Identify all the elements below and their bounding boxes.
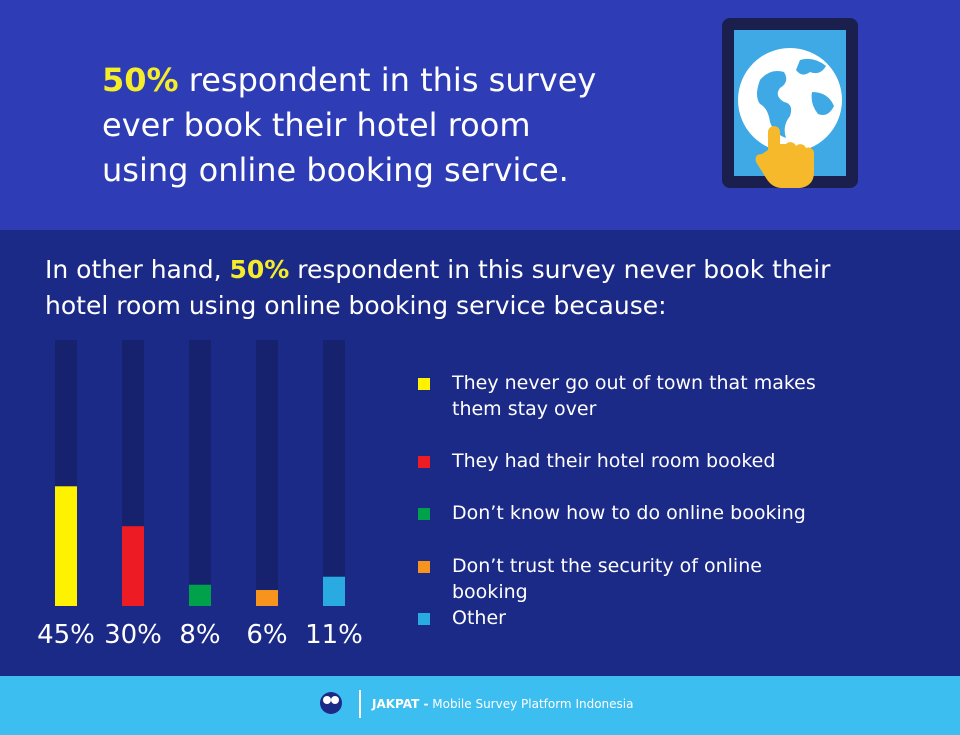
bar-track (189, 340, 211, 606)
footer-text: JAKPAT - Mobile Survey Platform Indonesi… (372, 697, 633, 711)
bar (122, 526, 144, 606)
legend-swatch (418, 508, 430, 520)
bar (55, 486, 77, 606)
headline-highlight: 50% (102, 61, 179, 99)
value-label: 8% (179, 620, 221, 650)
bar (323, 576, 345, 606)
value-label: 30% (104, 620, 162, 650)
headline-line: using online booking service. (102, 151, 569, 189)
value-label: 45% (37, 620, 95, 650)
legend-swatch (418, 561, 430, 573)
legend-swatch (418, 378, 430, 390)
value-label: 6% (246, 620, 288, 650)
chart-title: In other hand, 50% respondent in this su… (45, 252, 845, 324)
legend-swatch (418, 456, 430, 468)
legend-label: Don’t know how to do online booking (452, 502, 806, 524)
value-label: 11% (305, 620, 363, 650)
headline-line: respondent in this survey (188, 61, 597, 99)
legend-label: They had their hotel room booked (452, 450, 776, 472)
bar (256, 590, 278, 606)
legend-label: Don’t trust the security of online booki… (452, 555, 762, 603)
bar-track (323, 340, 345, 606)
legend-label: They never go out of town that makes the… (452, 372, 816, 420)
title-text: respondent in this survey never book the… (45, 255, 831, 320)
footer-band (0, 676, 960, 735)
footer-tagline: Mobile Survey Platform Indonesia (432, 697, 634, 711)
legend-label: Other (452, 607, 506, 629)
footer-brand: JAKPAT - (372, 697, 429, 711)
bar-track (256, 340, 278, 606)
footer-logo (320, 690, 361, 718)
bar (189, 584, 211, 606)
title-text: In other hand, (45, 255, 222, 284)
headline-line: ever book their hotel room (102, 106, 531, 144)
tablet-icon (722, 18, 858, 188)
legend-swatch (418, 613, 430, 625)
title-highlight: 50% (229, 255, 290, 284)
headline: 50% respondent in this survey ever book t… (102, 58, 596, 193)
